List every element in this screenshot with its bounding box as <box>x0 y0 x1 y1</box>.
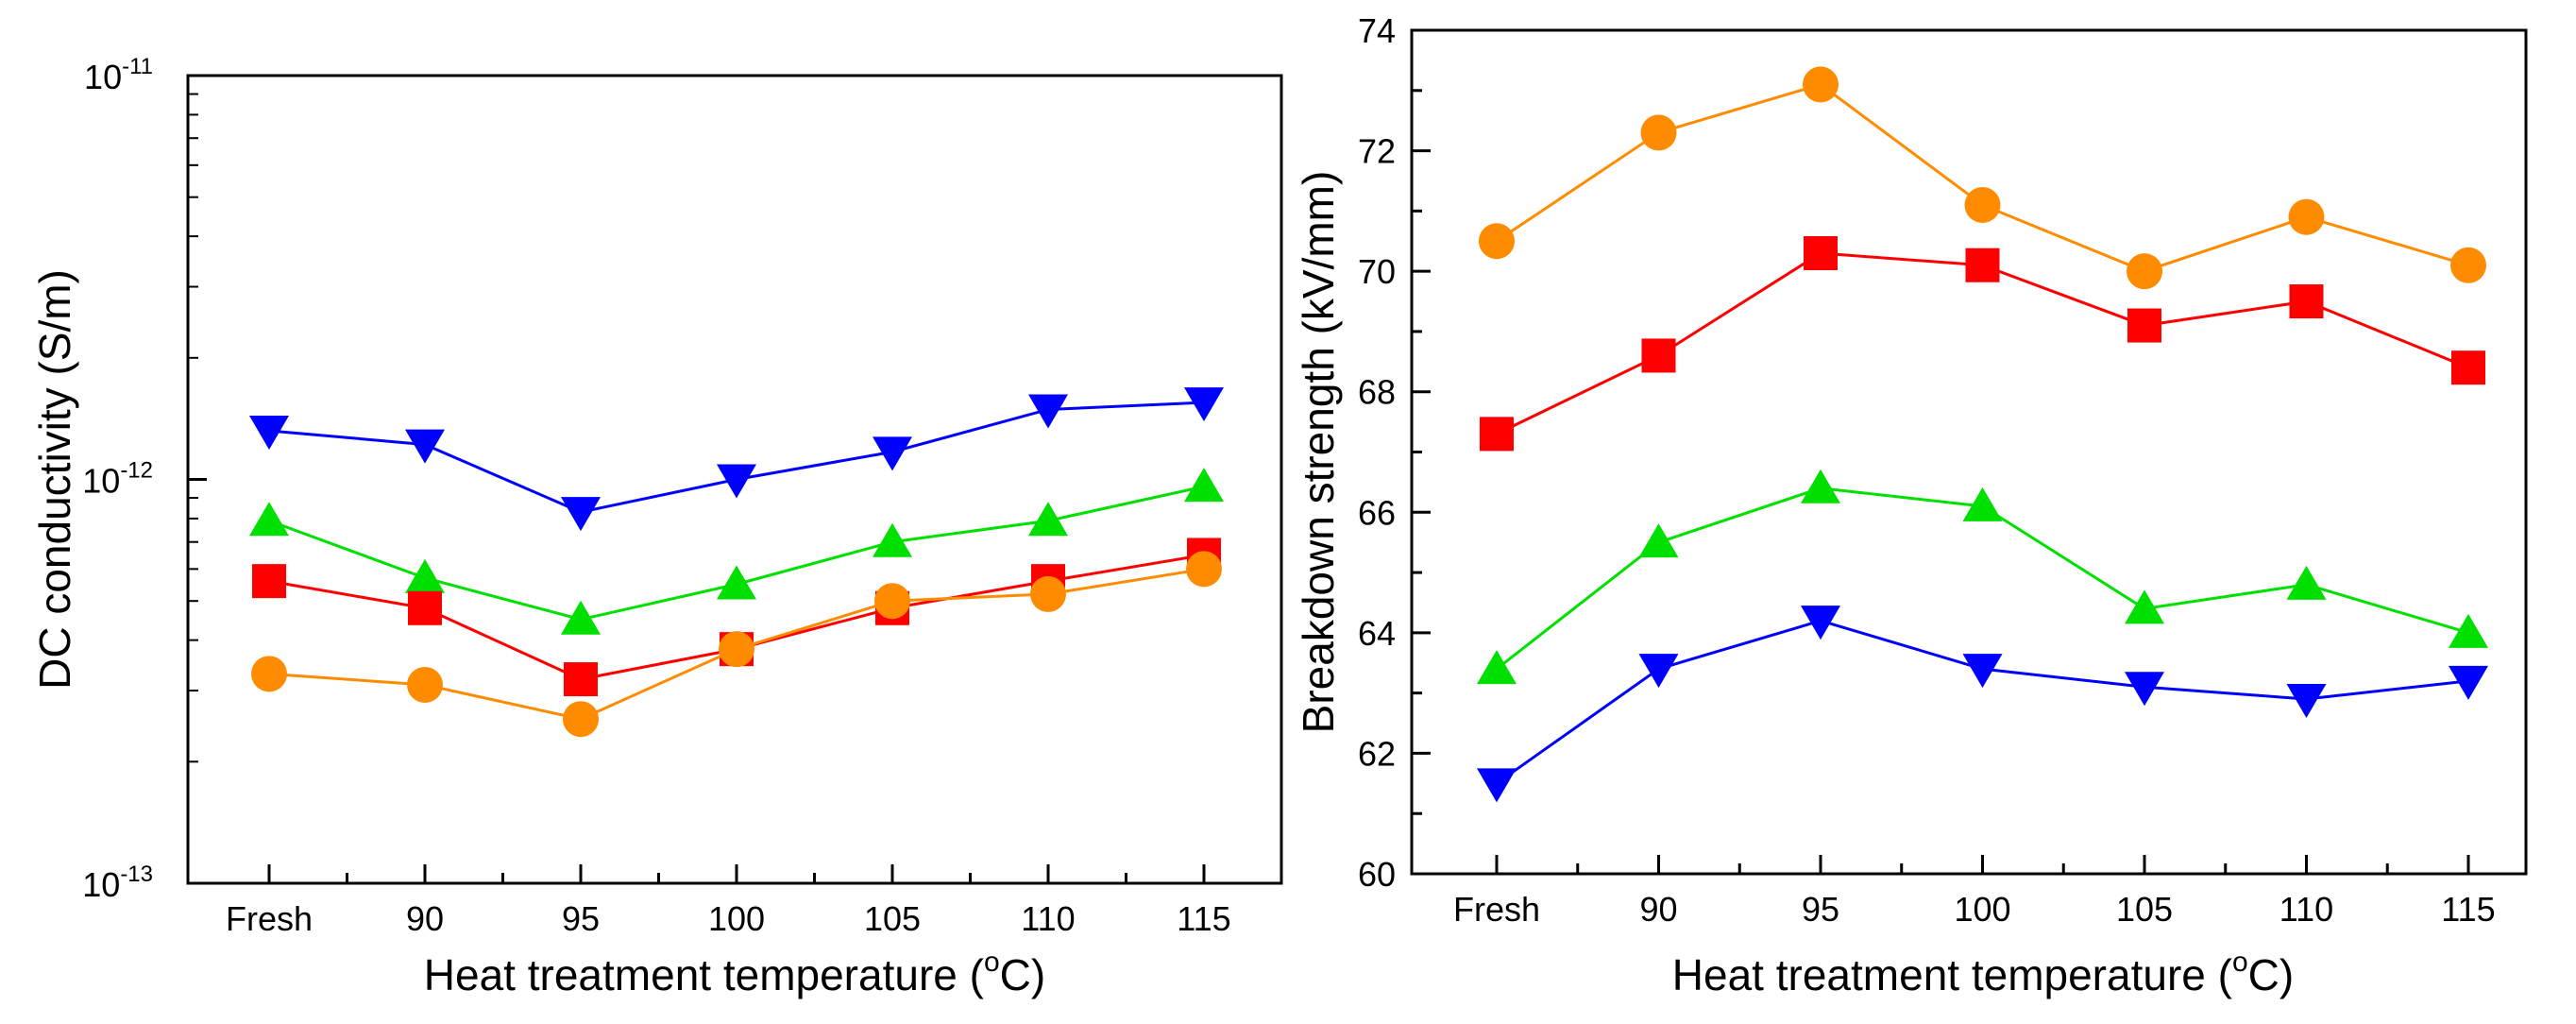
y-tick-label: 64 <box>1358 614 1396 653</box>
data-point <box>1186 551 1222 588</box>
series-green-triangle <box>249 468 1224 635</box>
data-point <box>2125 672 2164 707</box>
plot-frame <box>1410 28 2528 876</box>
x-tick-label: 95 <box>562 899 600 938</box>
x-axis-title: Heat treatment temperature (oC) <box>1672 947 2294 999</box>
y-tick-label: 60 <box>1358 855 1396 894</box>
y-axis-title: DC conductivity (S/m) <box>30 269 79 690</box>
data-point <box>2286 565 2327 600</box>
data-point <box>1479 223 1515 260</box>
data-point <box>1028 502 1068 537</box>
breakdown-strength-chart: Fresh 90 95 100 105 110 115 60 62 64 66 68 70 72 74 Bre… <box>1294 11 2528 999</box>
data-point <box>561 497 601 532</box>
y-tick-label: 74 <box>1358 11 1396 50</box>
data-point <box>1028 394 1068 429</box>
y-tick-label: 70 <box>1358 252 1396 291</box>
data-point <box>1477 650 1517 685</box>
data-point <box>251 656 287 692</box>
data-point <box>1801 469 1840 503</box>
data-point <box>2450 247 2486 283</box>
data-point <box>2288 198 2325 235</box>
data-point <box>564 662 598 697</box>
dc-conductivity-chart: Fresh 90 95 100 105 110 115 10-13 10-12 10-11 DC c… <box>30 54 1283 999</box>
x-tick-label: Fresh <box>1453 890 1540 929</box>
data-point <box>1638 654 1679 689</box>
x-tick-label: 105 <box>864 899 921 938</box>
data-point <box>873 522 912 557</box>
data-point <box>405 429 445 464</box>
data-point <box>873 436 912 471</box>
y-axis-title: Breakdown strength (kV/mm) <box>1294 171 1343 734</box>
data-point <box>717 565 756 600</box>
data-point <box>249 415 289 450</box>
data-point <box>2449 613 2488 648</box>
data-point <box>561 600 601 635</box>
data-point <box>1030 575 1066 612</box>
data-point <box>408 590 442 625</box>
data-point <box>1964 186 2001 223</box>
data-point <box>2127 253 2162 290</box>
data-point <box>1801 606 1840 640</box>
series-orange-circle <box>251 551 1222 738</box>
data-point <box>1962 486 2003 521</box>
data-point <box>1480 417 1514 452</box>
data-point <box>1640 114 1677 151</box>
y-tick-label: 66 <box>1358 493 1396 532</box>
x-tick-label: 90 <box>406 899 444 938</box>
x-tick-label: 90 <box>1639 890 1677 929</box>
x-axis-title: Heat treatment temperature (oC) <box>424 947 1045 999</box>
data-point <box>1184 387 1224 422</box>
series-orange-circle <box>1479 66 2486 290</box>
data-point <box>2286 684 2327 719</box>
data-point <box>405 558 445 593</box>
data-point <box>1803 66 1839 103</box>
x-tick-label: 115 <box>1177 899 1230 938</box>
data-point <box>2127 308 2161 343</box>
data-point <box>719 631 754 668</box>
series-line <box>1496 82 2469 273</box>
data-point <box>1641 338 1676 373</box>
x-tick-label: 110 <box>2279 890 2333 929</box>
y-tick-label: 10-12 <box>82 458 153 501</box>
series-blue-down-triangle <box>1477 606 2488 803</box>
series-red-square <box>1480 236 2485 452</box>
x-tick-label: 110 <box>1021 899 1075 938</box>
y-tick-label: 62 <box>1358 734 1396 773</box>
x-tick-label: Fresh <box>226 899 313 938</box>
data-point <box>1962 654 2003 689</box>
y-tick-label: 10-13 <box>82 862 153 904</box>
y-tick-label: 68 <box>1358 373 1396 412</box>
x-tick-label: 95 <box>1802 890 1839 929</box>
data-point <box>249 502 289 537</box>
data-point <box>407 666 443 703</box>
data-point <box>1804 236 1838 271</box>
data-point <box>1965 247 2000 282</box>
y-tick-label: 10-11 <box>84 54 153 96</box>
data-point <box>1184 468 1224 503</box>
data-point <box>717 464 756 499</box>
series-green-triangle <box>1477 469 2488 685</box>
data-point <box>2289 284 2324 319</box>
data-point <box>2451 350 2485 385</box>
data-point <box>2449 665 2488 700</box>
data-point <box>563 701 599 738</box>
series-blue-down-triangle <box>249 387 1224 532</box>
x-tick-label: 115 <box>2441 890 2495 929</box>
data-point <box>252 564 286 599</box>
data-point <box>874 583 910 620</box>
series-line <box>1496 619 2469 785</box>
x-tick-label: 105 <box>2116 890 2173 929</box>
y-tick-label: 72 <box>1358 132 1396 171</box>
data-point <box>1638 523 1679 558</box>
x-tick-label: 100 <box>708 899 765 938</box>
data-point <box>2125 589 2164 624</box>
series-red-square <box>252 538 1221 697</box>
x-tick-label: 100 <box>1954 890 2010 929</box>
data-point <box>1477 768 1517 803</box>
